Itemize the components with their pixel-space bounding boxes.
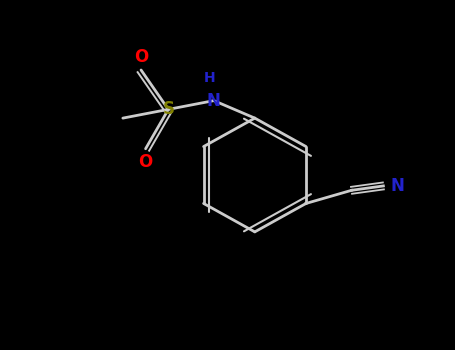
Text: N: N <box>390 177 404 195</box>
Text: S: S <box>162 100 174 118</box>
Text: N: N <box>207 92 221 110</box>
Text: H: H <box>203 71 215 85</box>
Text: O: O <box>138 153 153 171</box>
Text: O: O <box>134 48 148 66</box>
